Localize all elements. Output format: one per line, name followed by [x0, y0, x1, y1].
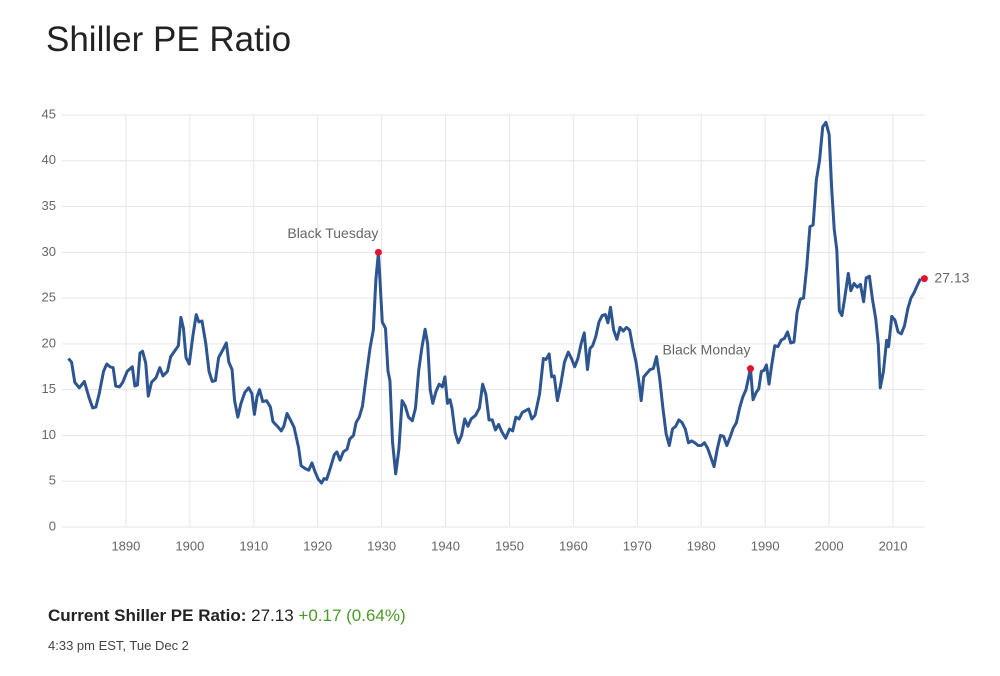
timestamp: 4:33 pm EST, Tue Dec 2: [48, 638, 189, 653]
y-tick-label: 15: [42, 381, 56, 396]
annotation-marker: [920, 275, 928, 283]
y-tick-label: 45: [42, 106, 56, 121]
x-tick-label: 1960: [559, 538, 588, 553]
annotation-marker: [746, 365, 754, 373]
annotation-marker: [374, 248, 382, 256]
y-tick-label: 30: [42, 244, 56, 259]
y-tick-label: 25: [42, 290, 56, 305]
pe-line: [67, 120, 922, 485]
x-tick-label: 1910: [239, 538, 268, 553]
y-tick-label: 5: [49, 473, 56, 488]
x-tick-label: 1930: [367, 538, 396, 553]
x-tick-label: 1940: [431, 538, 460, 553]
x-tick-label: 1950: [495, 538, 524, 553]
y-tick-label: 20: [42, 335, 56, 350]
chart-title: Shiller PE Ratio: [46, 20, 292, 59]
y-tick-label: 10: [42, 427, 56, 442]
annotation-label: 27.13: [934, 269, 969, 285]
chart: 0 5 10 15 20 25 30 35 40 45 1890 1900 1910 1920 1930 19…: [42, 106, 970, 553]
x-tick-label: 1980: [687, 538, 716, 553]
x-tick-label: 1970: [623, 538, 652, 553]
x-tick-label: 2010: [879, 538, 908, 553]
current-change: +0.17 (0.64%): [298, 606, 406, 625]
y-tick-label: 40: [42, 152, 56, 167]
x-tick-label: 2000: [815, 538, 844, 553]
y-tick-label: 35: [42, 198, 56, 213]
current-number: 27.13: [251, 606, 294, 625]
annotation-label: Black Monday: [663, 341, 751, 357]
x-tick-label: 1890: [111, 538, 140, 553]
x-tick-label: 1990: [751, 538, 780, 553]
x-tick-label: 1900: [175, 538, 204, 553]
current-value: Current Shiller PE Ratio: 27.13 +0.17 (0…: [48, 606, 406, 626]
current-label: Current Shiller PE Ratio:: [48, 606, 247, 625]
x-tick-label: 1920: [303, 538, 332, 553]
y-tick-label: 0: [49, 518, 56, 533]
annotation-label: Black Tuesday: [287, 225, 378, 241]
